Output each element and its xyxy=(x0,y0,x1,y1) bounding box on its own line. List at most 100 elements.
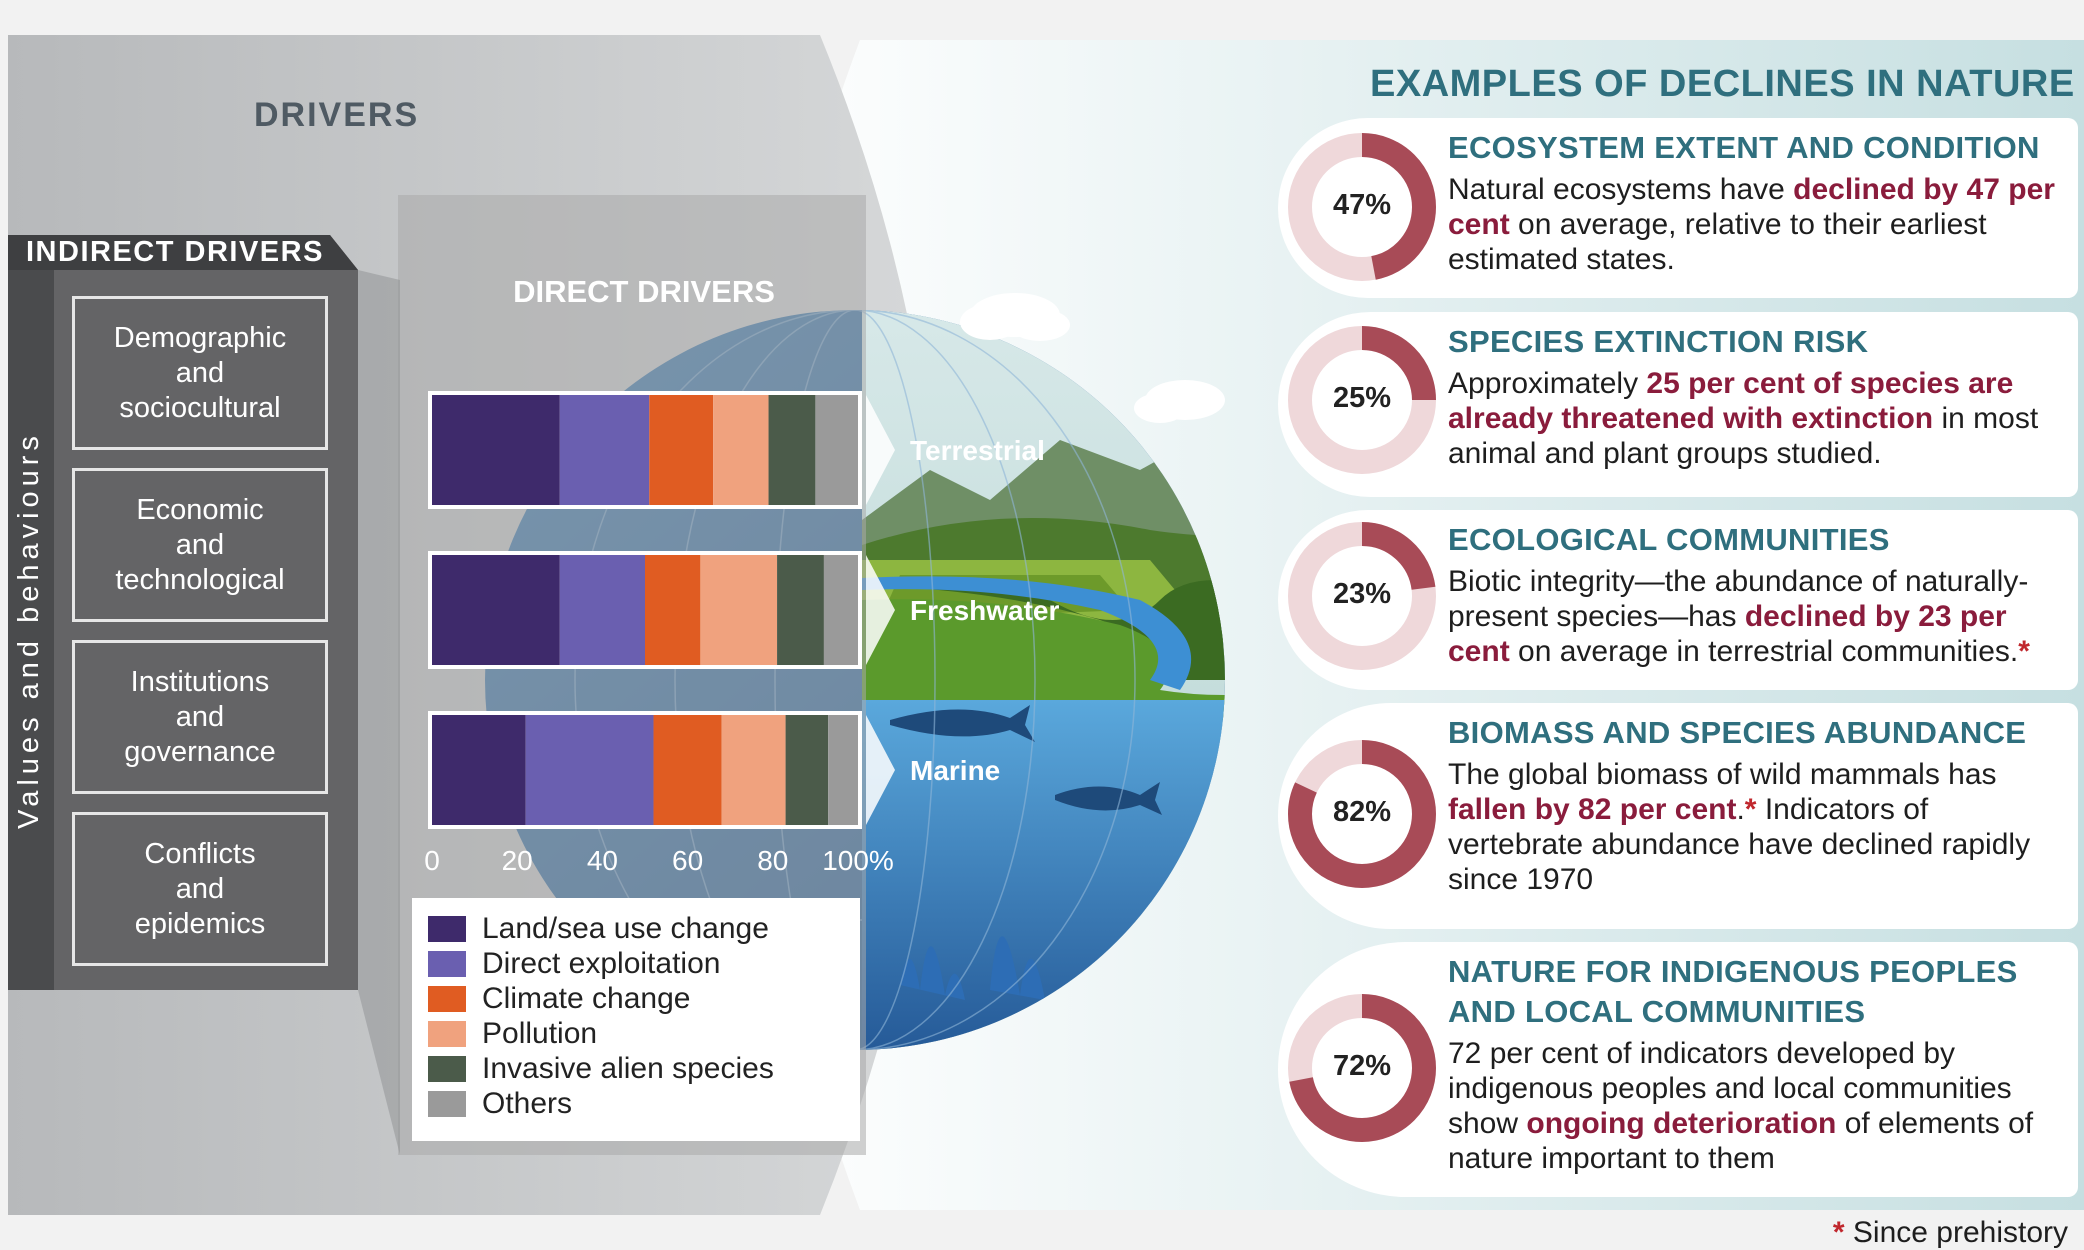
realm-label: Marine xyxy=(910,755,1000,786)
legend-label: Pollution xyxy=(482,1016,598,1050)
x-tick-label: 60 xyxy=(672,845,703,876)
bar-segment-direct-exploitation xyxy=(559,555,645,665)
footnote-text: Since prehistory xyxy=(1844,1216,2068,1249)
percent-label: 47% xyxy=(1332,189,1392,221)
legend-item: Invasive alien species xyxy=(428,1051,860,1086)
decline-body-text: on average, relative to their earliest e… xyxy=(1448,208,1987,276)
percent-label: 23% xyxy=(1332,578,1392,610)
indirect-driver-line: epidemics xyxy=(134,907,266,940)
indirect-driver-line: and xyxy=(175,872,225,905)
decline-title-line: ECOLOGICAL COMMUNITIES xyxy=(1448,522,1890,557)
decline-body-text: 72 per cent of indicators developed by i… xyxy=(1448,1037,2012,1140)
decline-body-text: Indicators of vertebrate abundance have … xyxy=(1448,793,2031,896)
bar-segment-climate-change xyxy=(649,395,714,505)
declines-heading: EXAMPLES OF DECLINES IN NATURE xyxy=(1370,63,2075,105)
indirect-driver-line: Conflicts xyxy=(144,837,256,870)
decline-body: Natural ecosystems have declined by 47 p… xyxy=(1448,172,2058,277)
legend-label: Land/sea use change xyxy=(482,911,769,945)
decline-title: ECOLOGICAL COMMUNITIES xyxy=(1448,520,2068,560)
indirect-driver-line: governance xyxy=(124,735,276,768)
decline-body-highlight: declined by 47 per cent xyxy=(1448,173,2055,241)
x-tick-label: 40 xyxy=(587,845,618,876)
decline-body: Biotic integrity—the abundance of natura… xyxy=(1448,564,2058,669)
legend-swatch xyxy=(428,915,466,942)
bar-segment-others xyxy=(828,715,858,825)
bar-segment-pollution xyxy=(700,555,778,665)
ring-fill xyxy=(1288,994,1436,1142)
bar-segment-invasive-alien-species xyxy=(777,555,824,665)
decline-body-highlight: * xyxy=(1744,793,1757,826)
legend-swatch xyxy=(428,1090,466,1117)
bar-segment-others xyxy=(815,395,858,505)
decline-body-highlight: * xyxy=(2018,635,2030,668)
decline-card xyxy=(1278,942,2078,1197)
legend-item: Others xyxy=(428,1086,860,1121)
indirect-driver-line: and xyxy=(175,700,225,733)
legend-swatch xyxy=(428,1055,466,1082)
decline-body-text: Approximately xyxy=(1448,367,1647,400)
x-tick-label: 20 xyxy=(502,845,533,876)
legend-swatch xyxy=(428,1020,466,1047)
indirect-driver-box: Institutions and governance xyxy=(72,640,328,794)
chart-legend: Land/sea use change Direct exploitation Cl… xyxy=(412,898,860,1141)
indirect-driver-line: sociocultural xyxy=(119,391,281,424)
bar-segment-invasive-alien-species xyxy=(768,395,816,505)
decline-title: BIOMASS AND SPECIES ABUNDANCE xyxy=(1448,713,2068,753)
percent-ring xyxy=(1288,740,1436,888)
percent-ring xyxy=(1288,522,1436,670)
decline-card xyxy=(1278,703,2078,929)
bar-segment-direct-exploitation xyxy=(525,715,654,825)
legend-swatch xyxy=(428,985,466,1012)
decline-body-text: Natural ecosystems have xyxy=(1448,173,1794,206)
indirect-driver-line: Institutions xyxy=(130,665,270,698)
bar-segment-climate-change xyxy=(653,715,722,825)
indirect-driver-line: and xyxy=(175,528,225,561)
decline-title-line: ECOSYSTEM EXTENT AND CONDITION xyxy=(1448,130,2040,165)
chart-title: DIRECT DRIVERS xyxy=(513,274,775,309)
indirect-driver-box: Economic and technological xyxy=(72,468,328,622)
realm-label: Freshwater xyxy=(910,595,1059,626)
decline-card xyxy=(1278,118,2078,298)
decline-body: Approximately 25 per cent of species are… xyxy=(1448,366,2058,471)
legend-item: Land/sea use change xyxy=(428,911,860,946)
decline-title-line: SPECIES EXTINCTION RISK xyxy=(1448,324,1869,359)
decline-body-highlight: fallen by 82 per cent xyxy=(1448,793,1737,826)
drivers-heading: DRIVERS xyxy=(254,96,420,134)
legend-label: Invasive alien species xyxy=(482,1051,774,1085)
decline-title-line: NATURE FOR INDIGENOUS PEOPLES xyxy=(1448,954,2018,989)
bar-segment-pollution xyxy=(721,715,786,825)
decline-card xyxy=(1278,312,2078,497)
x-tick-label: 100% xyxy=(822,845,894,876)
decline-body-text: . xyxy=(1736,793,1745,826)
legend-item: Climate change xyxy=(428,981,860,1016)
footnote-star: * xyxy=(1832,1216,1845,1249)
ring-fill xyxy=(1288,522,1436,670)
legend-label: Climate change xyxy=(482,981,691,1015)
decline-title-line: BIOMASS AND SPECIES ABUNDANCE xyxy=(1448,715,2027,750)
decline-title: NATURE FOR INDIGENOUS PEOPLES AND LOCAL C… xyxy=(1448,952,2068,1032)
indirect-driver-line: Demographic xyxy=(113,321,287,354)
bar-segment-land-sea-use-change xyxy=(432,555,560,665)
decline-body-highlight: declined by 23 per cent xyxy=(1448,600,2007,668)
percent-label: 25% xyxy=(1332,382,1392,414)
percent-ring xyxy=(1288,994,1436,1142)
percent-ring xyxy=(1288,326,1436,474)
indirect-driver-line: Economic xyxy=(136,493,264,526)
ring-fill xyxy=(1288,133,1436,281)
legend-item: Pollution xyxy=(428,1016,860,1051)
bar-segment-pollution xyxy=(713,395,769,505)
ring-fill xyxy=(1288,740,1436,888)
footnote: * Since prehistory xyxy=(1833,1216,2068,1250)
legend-label: Direct exploitation xyxy=(482,946,721,980)
decline-title-line: AND LOCAL COMMUNITIES xyxy=(1448,994,1866,1029)
percent-label: 72% xyxy=(1332,1050,1392,1082)
bar-segment-invasive-alien-species xyxy=(785,715,829,825)
decline-title: ECOSYSTEM EXTENT AND CONDITION xyxy=(1448,128,2068,168)
decline-body-text: on average in terrestrial communities. xyxy=(1509,635,2019,668)
decline-body-text: in most animal and plant groups studied. xyxy=(1448,402,2039,470)
decline-body-text: of elements of nature important to them xyxy=(1448,1107,2034,1175)
bar-segment-land-sea-use-change xyxy=(432,715,526,825)
bar-segment-others xyxy=(823,555,858,665)
